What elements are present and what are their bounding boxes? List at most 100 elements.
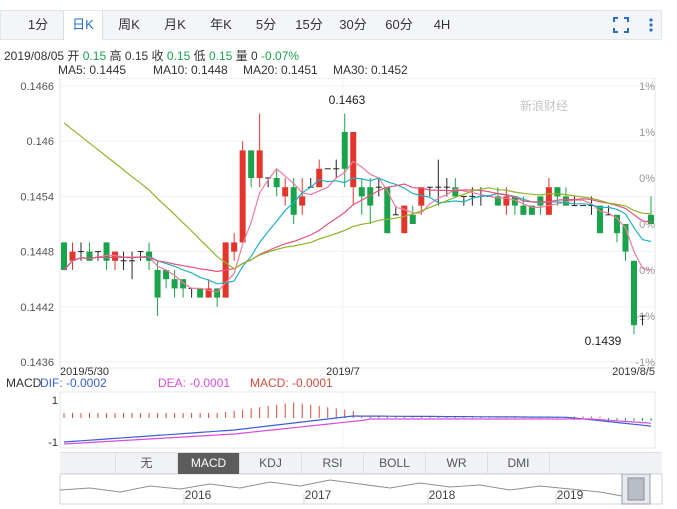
ma20-legend: MA20: 0.1451 xyxy=(243,63,318,77)
indicator-tab-1[interactable]: MACD xyxy=(178,453,240,474)
macd-dea: DEA: -0.0001 xyxy=(158,376,231,390)
info-vol-label: 量 xyxy=(235,49,248,63)
candle-body xyxy=(554,187,561,197)
tab-7[interactable]: 30分 xyxy=(339,17,367,32)
candle-body xyxy=(418,187,425,206)
pct-axis-label: -1% xyxy=(635,357,655,369)
ma30-line xyxy=(63,122,652,270)
candle-body xyxy=(86,251,93,261)
info-open-label: 开 xyxy=(67,49,80,63)
candle-body xyxy=(69,251,76,261)
tab-3[interactable]: 月K xyxy=(164,17,186,32)
dif-line xyxy=(63,415,652,443)
ma5-line xyxy=(63,160,652,293)
price-axis-label: 0.1454 xyxy=(20,191,54,203)
info-high: 0.15 xyxy=(124,49,149,63)
info-vol: 0 xyxy=(251,49,258,63)
time-navigator[interactable]: 2016 2017 2018 2019 xyxy=(0,474,677,506)
candle-body xyxy=(452,187,459,197)
macd-title: MACD xyxy=(6,376,42,390)
fullscreen-icon[interactable] xyxy=(613,17,629,33)
candle-body xyxy=(341,132,348,169)
price-axis-label: 0.1442 xyxy=(20,302,54,314)
high-annotation: 0.1463 xyxy=(329,93,366,107)
price-axis-label: 0.1448 xyxy=(20,247,54,259)
candle-body xyxy=(197,288,204,298)
low-annotation: 0.1439 xyxy=(585,334,622,348)
candle-body xyxy=(316,168,323,188)
macd-dif: DIF: -0.0002 xyxy=(40,376,107,390)
candlestick-chart[interactable]: 0.1466 0.146 0.1454 0.1448 0.1442 0.1436 1% 1% 0… xyxy=(0,78,677,378)
candle-body xyxy=(622,224,629,252)
tab-5[interactable]: 5分 xyxy=(255,17,277,32)
tab-8[interactable]: 60分 xyxy=(385,17,413,32)
candle-body xyxy=(613,214,620,234)
indicator-tab-5[interactable]: WR xyxy=(426,453,488,474)
macd-axis-top: 1 xyxy=(52,395,58,407)
navigator-handle[interactable] xyxy=(627,477,645,501)
tab-0[interactable]: 1分 xyxy=(27,17,49,32)
indicator-tab-6[interactable]: DMI xyxy=(488,453,550,474)
candle-body xyxy=(103,242,110,261)
candle-body xyxy=(511,196,518,206)
macd-chart[interactable]: 1 -1 xyxy=(0,390,677,450)
sina-watermark: 新浪财经 xyxy=(520,98,568,113)
candle-body xyxy=(205,288,212,298)
candle-body xyxy=(171,279,178,289)
pct-axis-label: 0% xyxy=(639,173,655,185)
info-close-label: 收 xyxy=(151,49,164,63)
tab-6[interactable]: 15分 xyxy=(295,17,323,32)
indicator-tab-4[interactable]: BOLL xyxy=(364,453,426,474)
navigator-year: 2018 xyxy=(429,488,456,502)
candle-body xyxy=(630,260,637,326)
dea-line xyxy=(63,418,652,445)
candle-body xyxy=(154,270,161,298)
price-axis-label: 0.1436 xyxy=(20,357,54,369)
ma5-legend: MA5: 0.1445 xyxy=(58,63,127,77)
indicator-tab-2[interactable]: KDJ xyxy=(240,453,302,474)
navigator-year: 2016 xyxy=(185,488,212,502)
candle-body xyxy=(248,150,255,178)
price-axis-label: 0.1466 xyxy=(20,81,54,93)
candle-body xyxy=(112,251,119,261)
more-icon[interactable] xyxy=(643,17,659,33)
info-low: 0.15 xyxy=(208,49,233,63)
pct-axis-label: 1% xyxy=(639,81,655,93)
pct-axis-label: -1% xyxy=(635,311,655,323)
candle-body xyxy=(61,242,67,270)
indicator-tab-0[interactable]: 无 xyxy=(116,453,178,474)
candle-body xyxy=(503,196,510,206)
tab-9[interactable]: 4H xyxy=(433,17,451,32)
candle-body xyxy=(384,187,391,234)
date-axis-label: 2019/7 xyxy=(326,366,360,378)
candle-body xyxy=(239,150,246,243)
candle-body xyxy=(358,187,365,197)
info-date: 2019/08/05 xyxy=(4,49,65,63)
tab-1[interactable]: 日K xyxy=(63,11,103,40)
indicator-tab-bar: 无 MACD KDJ RSI BOLL WR DMI xyxy=(60,452,662,474)
candle-body xyxy=(273,178,280,188)
tab-2[interactable]: 周K xyxy=(118,17,140,32)
candle-body xyxy=(290,187,297,215)
indicator-tab-spacer xyxy=(60,453,116,474)
period-tab-bar: 1分 日K 周K 月K 年K 5分 15分 30分 60分 4H xyxy=(0,10,662,40)
candle-body xyxy=(367,187,374,206)
tab-4[interactable]: 年K xyxy=(210,17,232,32)
indicator-tab-3[interactable]: RSI xyxy=(302,453,364,474)
candle-body xyxy=(528,205,535,215)
navigator-year: 2019 xyxy=(557,488,584,502)
price-axis-label: 0.146 xyxy=(26,136,54,148)
candle-body xyxy=(256,150,263,178)
navigator-line xyxy=(59,479,623,497)
info-high-label: 高 xyxy=(109,49,122,63)
candle-body xyxy=(401,205,408,234)
candle-body xyxy=(520,205,527,215)
info-low-label: 低 xyxy=(193,49,206,63)
macd-value: MACD: -0.0001 xyxy=(250,376,333,390)
ma10-legend: MA10: 0.1448 xyxy=(153,63,228,77)
candle-body xyxy=(350,132,357,188)
candle-body xyxy=(282,187,289,197)
candle-body xyxy=(231,242,238,252)
navigator-year: 2017 xyxy=(305,488,332,502)
ma30-legend: MA30: 0.1452 xyxy=(333,63,408,77)
